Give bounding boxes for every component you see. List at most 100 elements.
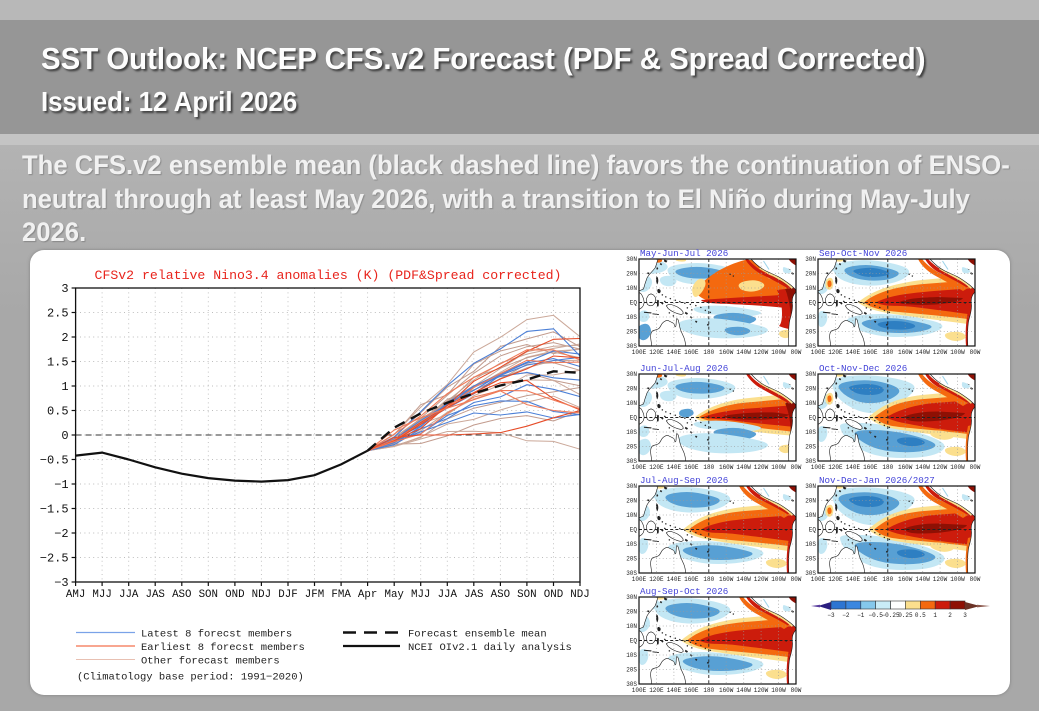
- svg-text:Jul-Aug-Sep 2026: Jul-Aug-Sep 2026: [640, 475, 728, 486]
- svg-text:30S: 30S: [626, 681, 637, 688]
- svg-text:1: 1: [933, 612, 937, 619]
- svg-text:2.5: 2.5: [47, 307, 69, 321]
- svg-text:100W: 100W: [771, 687, 786, 694]
- svg-text:1.5: 1.5: [47, 356, 69, 370]
- svg-text:DJF: DJF: [278, 589, 297, 601]
- svg-text:120W: 120W: [754, 576, 769, 583]
- svg-text:ASO: ASO: [491, 589, 510, 601]
- svg-text:20S: 20S: [626, 556, 637, 563]
- svg-text:0: 0: [61, 429, 68, 443]
- svg-text:140E: 140E: [667, 687, 682, 694]
- svg-text:180: 180: [882, 464, 893, 471]
- svg-text:160W: 160W: [898, 576, 913, 583]
- svg-text:3: 3: [61, 282, 68, 296]
- svg-text:EQ: EQ: [630, 527, 638, 534]
- svg-text:−1.5: −1.5: [40, 503, 69, 517]
- svg-text:30S: 30S: [626, 343, 637, 350]
- svg-text:30N: 30N: [626, 594, 637, 601]
- svg-text:30S: 30S: [805, 343, 816, 350]
- svg-text:160E: 160E: [863, 464, 878, 471]
- svg-text:Nov-Dec-Jan 2026/2027: Nov-Dec-Jan 2026/2027: [819, 475, 935, 486]
- svg-text:80W: 80W: [791, 464, 802, 471]
- svg-text:FMA: FMA: [331, 589, 351, 601]
- svg-text:100E: 100E: [632, 576, 647, 583]
- svg-text:30S: 30S: [805, 458, 816, 465]
- svg-text:160E: 160E: [684, 349, 699, 356]
- svg-text:180: 180: [882, 576, 893, 583]
- svg-text:20N: 20N: [626, 609, 637, 616]
- svg-text:2: 2: [61, 331, 68, 345]
- svg-text:30N: 30N: [805, 371, 816, 378]
- svg-text:10N: 10N: [626, 512, 637, 519]
- svg-text:140W: 140W: [736, 349, 751, 356]
- svg-text:120W: 120W: [933, 464, 948, 471]
- svg-text:180: 180: [882, 349, 893, 356]
- svg-text:NDJ: NDJ: [252, 589, 271, 601]
- svg-text:OND: OND: [225, 589, 244, 601]
- svg-text:NCEI OIv2.1 daily analysis: NCEI OIv2.1 daily analysis: [408, 642, 572, 654]
- svg-text:100E: 100E: [632, 349, 647, 356]
- svg-text:120E: 120E: [649, 687, 664, 694]
- svg-text:OND: OND: [544, 589, 563, 601]
- svg-text:JFM: JFM: [305, 589, 324, 601]
- svg-text:−1: −1: [54, 478, 68, 492]
- svg-text:10N: 10N: [626, 285, 637, 292]
- svg-text:120W: 120W: [754, 687, 769, 694]
- svg-text:160W: 160W: [719, 349, 734, 356]
- svg-text:Jun-Jul-Aug 2026: Jun-Jul-Aug 2026: [640, 363, 728, 374]
- svg-text:140W: 140W: [736, 687, 751, 694]
- svg-text:−2.5: −2.5: [40, 552, 69, 566]
- svg-text:180: 180: [703, 687, 714, 694]
- svg-text:1: 1: [61, 380, 68, 394]
- svg-text:EQ: EQ: [630, 638, 638, 645]
- svg-text:80W: 80W: [970, 464, 981, 471]
- svg-text:140E: 140E: [667, 349, 682, 356]
- svg-text:140W: 140W: [915, 576, 930, 583]
- svg-text:Oct-Nov-Dec 2026: Oct-Nov-Dec 2026: [819, 363, 907, 374]
- svg-text:Earliest 8 forecst members: Earliest 8 forecst members: [141, 642, 305, 654]
- svg-text:Apr: Apr: [358, 589, 377, 601]
- svg-text:140E: 140E: [667, 576, 682, 583]
- svg-text:MJJ: MJJ: [92, 589, 111, 601]
- svg-text:20S: 20S: [626, 329, 637, 336]
- svg-text:100W: 100W: [771, 464, 786, 471]
- svg-text:−3: −3: [54, 576, 68, 590]
- svg-text:140E: 140E: [846, 576, 861, 583]
- svg-text:120E: 120E: [649, 464, 664, 471]
- svg-text:160E: 160E: [684, 576, 699, 583]
- svg-text:May: May: [384, 589, 404, 601]
- svg-text:0.5: 0.5: [915, 612, 926, 619]
- svg-text:160W: 160W: [719, 576, 734, 583]
- svg-text:20N: 20N: [805, 386, 816, 393]
- svg-text:10S: 10S: [805, 541, 816, 548]
- svg-text:Sep-Oct-Nov 2026: Sep-Oct-Nov 2026: [819, 248, 907, 259]
- svg-text:80W: 80W: [791, 349, 802, 356]
- svg-text:10N: 10N: [626, 400, 637, 407]
- svg-text:−1: −1: [857, 612, 865, 619]
- svg-text:−2: −2: [842, 612, 850, 619]
- svg-text:140E: 140E: [846, 349, 861, 356]
- svg-text:EQ: EQ: [630, 415, 638, 422]
- svg-text:30N: 30N: [805, 483, 816, 490]
- svg-text:30S: 30S: [626, 458, 637, 465]
- svg-text:100E: 100E: [811, 464, 826, 471]
- svg-text:160W: 160W: [719, 464, 734, 471]
- svg-text:−3: −3: [827, 612, 835, 619]
- svg-text:140W: 140W: [736, 576, 751, 583]
- svg-text:20N: 20N: [805, 498, 816, 505]
- svg-text:20N: 20N: [626, 271, 637, 278]
- svg-text:180: 180: [703, 464, 714, 471]
- svg-text:20S: 20S: [805, 556, 816, 563]
- svg-text:SON: SON: [517, 589, 536, 601]
- svg-text:140W: 140W: [915, 464, 930, 471]
- svg-text:Aug-Sep-Oct 2026: Aug-Sep-Oct 2026: [640, 586, 728, 597]
- svg-text:100W: 100W: [771, 576, 786, 583]
- svg-text:80W: 80W: [970, 349, 981, 356]
- svg-text:JJA: JJA: [438, 589, 458, 601]
- svg-text:120E: 120E: [649, 576, 664, 583]
- svg-text:100W: 100W: [950, 576, 965, 583]
- svg-text:EQ: EQ: [809, 300, 817, 307]
- svg-text:80W: 80W: [791, 687, 802, 694]
- svg-text:NDJ: NDJ: [570, 589, 589, 601]
- svg-text:(Climatology base period: 1991: (Climatology base period: 1991−2020): [77, 672, 304, 684]
